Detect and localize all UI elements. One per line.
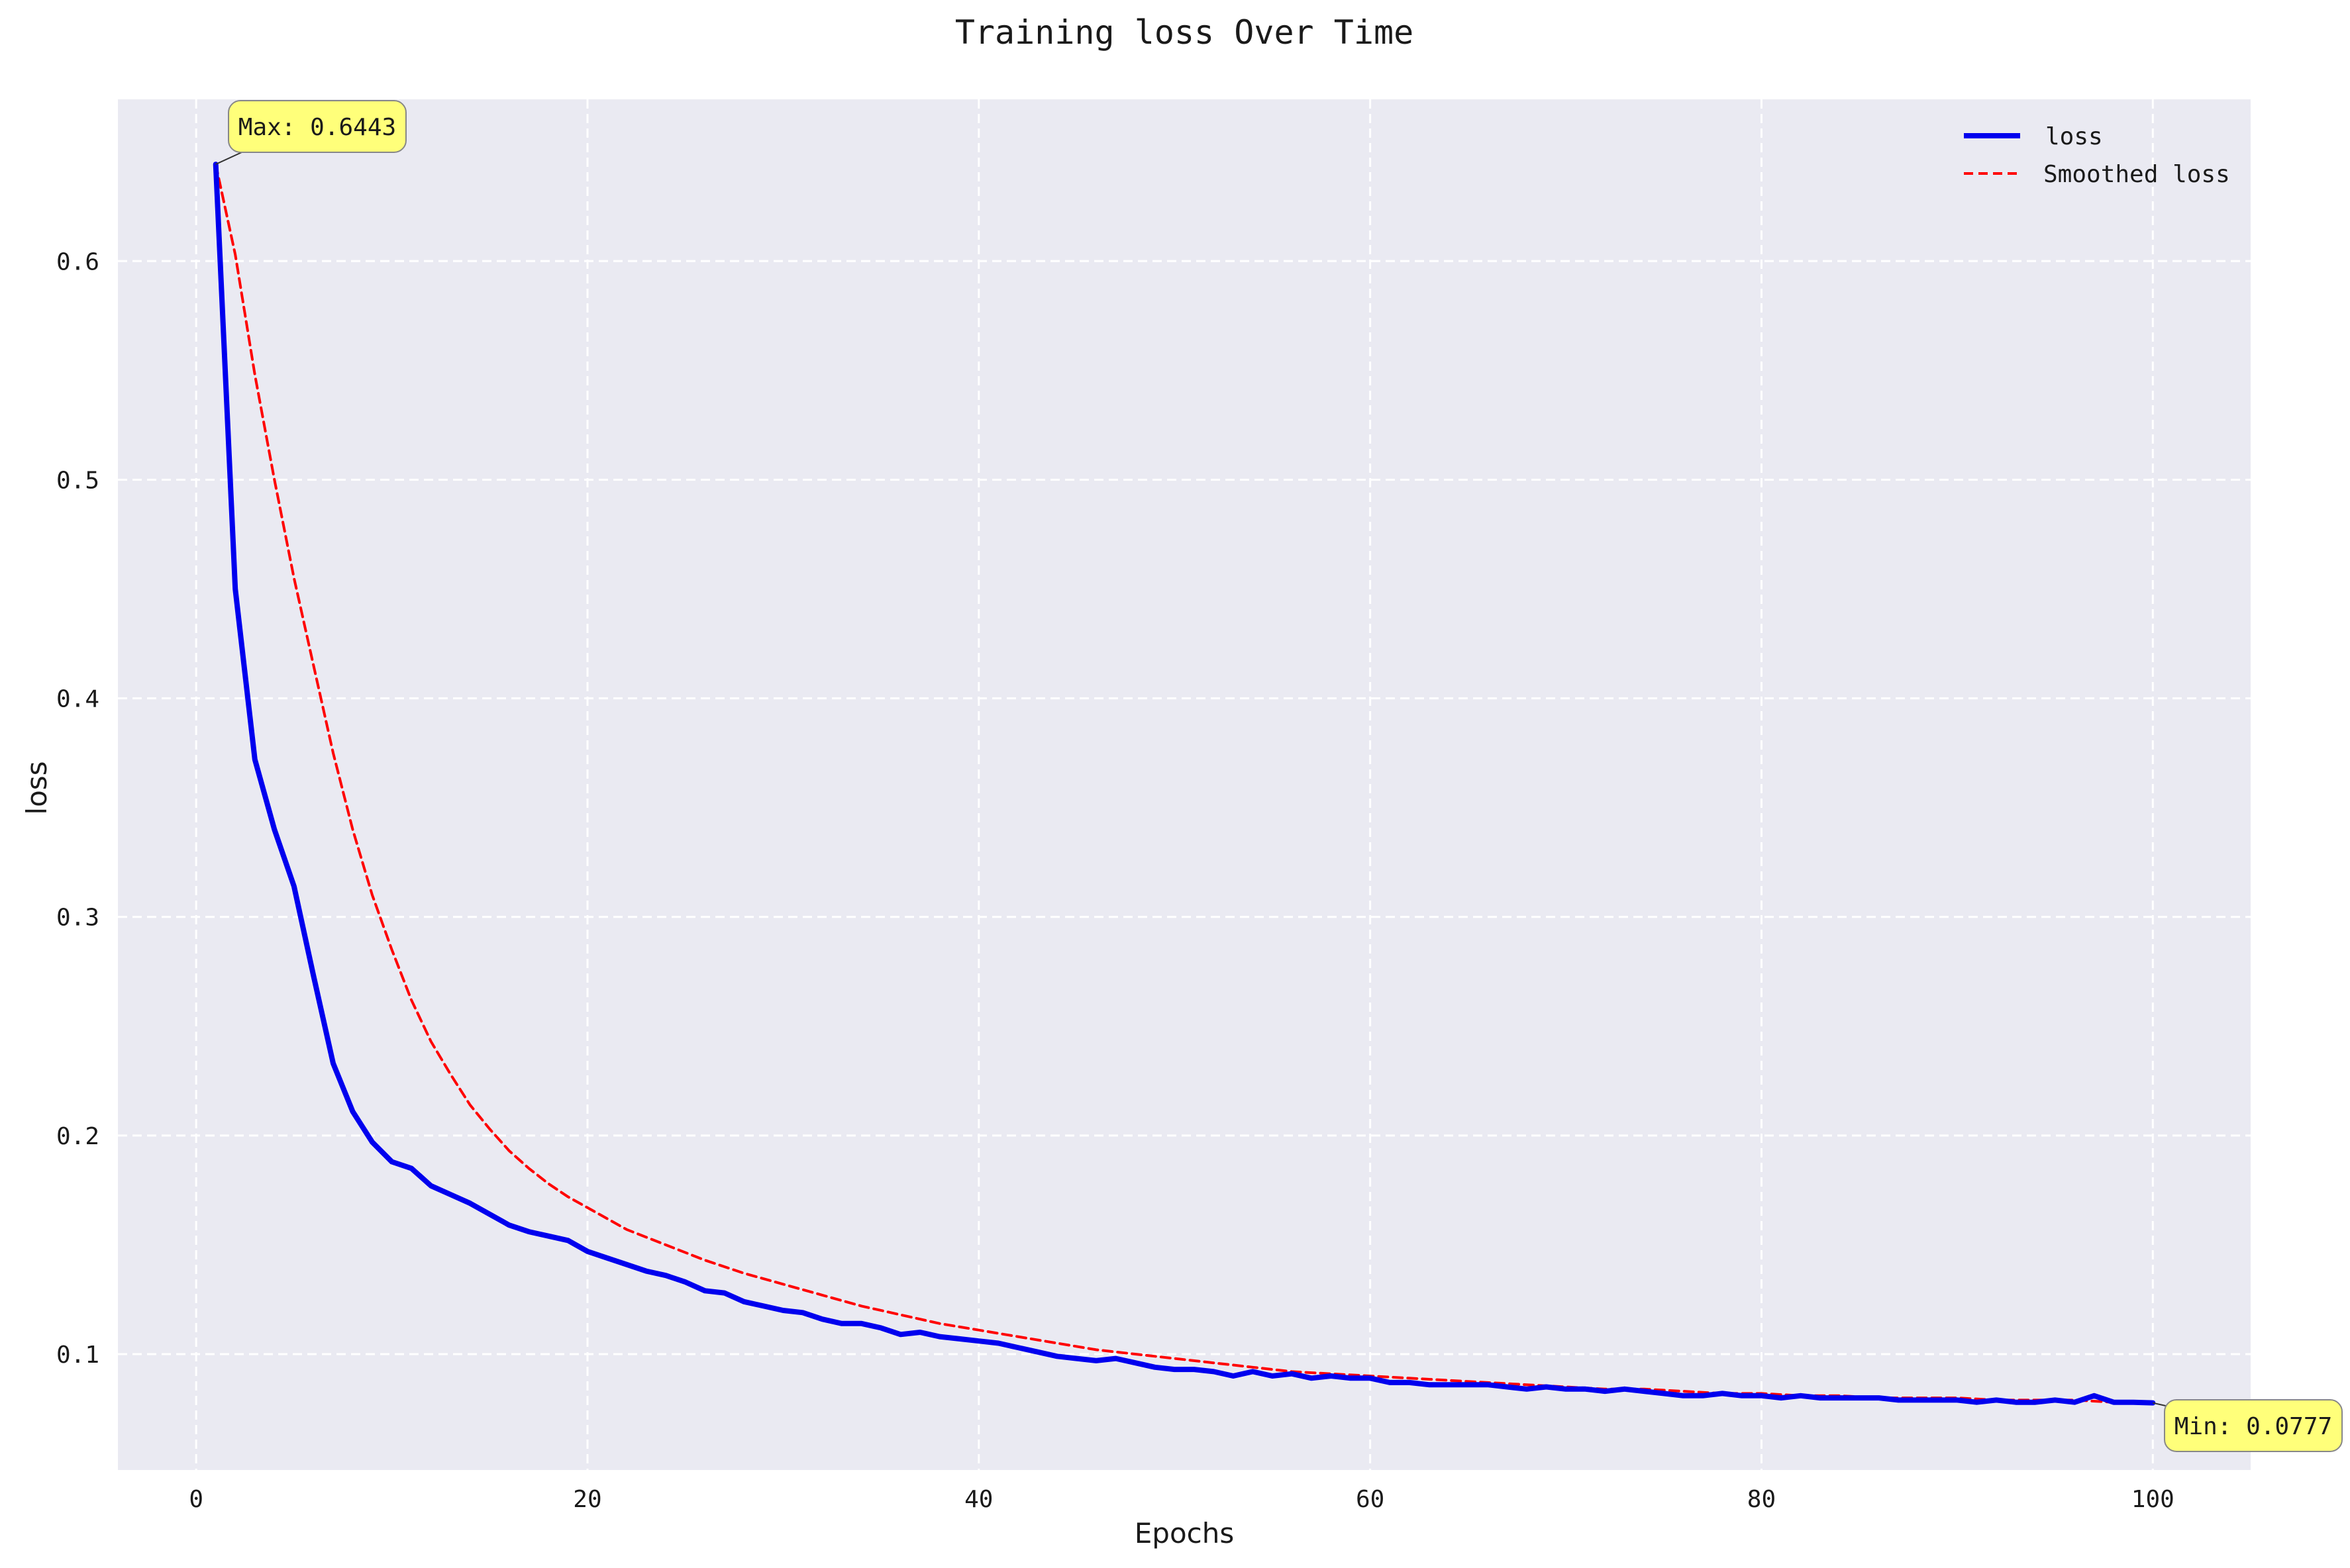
x-tick-label: 0 xyxy=(189,1486,203,1513)
loss-line xyxy=(213,162,2156,1406)
legend-label-smoothed: Smoothed loss xyxy=(2043,161,2230,188)
y-tick-label: 0.1 xyxy=(56,1342,99,1369)
grid xyxy=(118,99,2251,1470)
smoothed-loss-line xyxy=(214,163,2155,1404)
x-tick-label: 80 xyxy=(1747,1486,1776,1513)
max-annotation-arrow xyxy=(215,152,242,165)
x-tick-label: 20 xyxy=(573,1486,601,1513)
max-annotation-text: Max: 0.6443 xyxy=(238,114,396,141)
chart-title: Training loss Over Time xyxy=(955,13,1413,52)
x-tick-label: 100 xyxy=(2131,1486,2174,1513)
y-axis-label: loss xyxy=(21,761,53,814)
y-tick-label: 0.6 xyxy=(56,248,99,275)
y-tick-label: 0.3 xyxy=(56,905,99,932)
axis-ticks: 0 20 40 60 80 100 0.1 0.2 0.3 0.4 0.5 0.6 xyxy=(56,248,2174,1513)
min-annotation-box xyxy=(2164,1399,2343,1452)
min-annotation-text: Min: 0.0777 xyxy=(2174,1413,2332,1440)
y-tick-label: 0.5 xyxy=(56,467,99,494)
legend: loss Smoothed loss xyxy=(1964,123,2230,188)
max-annotation: Max: 0.6443 xyxy=(215,100,407,165)
annotations: Max: 0.6443 Min: 0.0777 xyxy=(215,100,2343,1452)
legend-label-loss: loss xyxy=(2045,123,2103,150)
series xyxy=(213,162,2156,1406)
min-annotation: Min: 0.0777 xyxy=(2153,1399,2343,1452)
x-tick-label: 60 xyxy=(1356,1486,1384,1513)
y-tick-label: 0.2 xyxy=(56,1123,99,1150)
x-axis-label: Epochs xyxy=(1135,1517,1235,1549)
max-annotation-box xyxy=(228,100,407,153)
y-tick-label: 0.4 xyxy=(56,686,99,713)
x-tick-label: 40 xyxy=(964,1486,993,1513)
plot-area xyxy=(118,99,2251,1470)
